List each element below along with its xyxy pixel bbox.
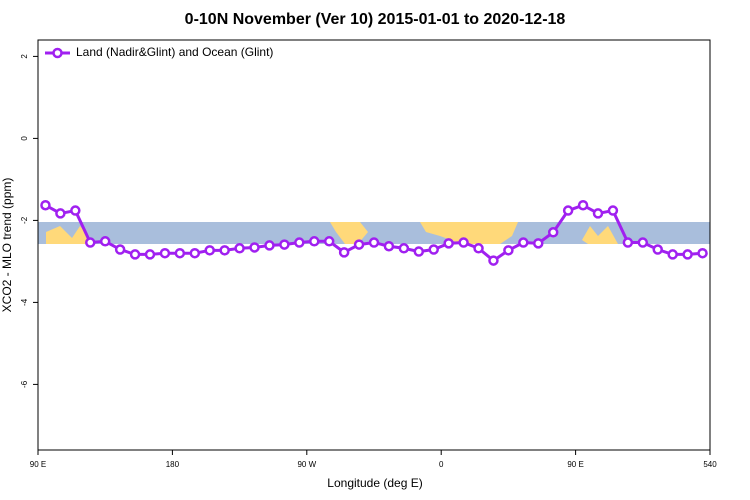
point (518, 237, 529, 248)
legend-marker (52, 47, 63, 59)
point (189, 247, 201, 259)
y-tick-label: -4 (20, 298, 29, 306)
point (99, 236, 111, 247)
x-tick-label: 90 E (567, 460, 583, 469)
point (592, 208, 604, 219)
point (55, 208, 66, 219)
point (174, 247, 186, 259)
x-tick-label: 90 E (30, 460, 46, 469)
point (294, 237, 305, 248)
point (473, 243, 484, 254)
point (309, 236, 320, 247)
point (682, 249, 693, 260)
point (85, 237, 96, 248)
x-tick-label: 90 W (297, 460, 316, 469)
point (368, 237, 380, 248)
point (129, 249, 141, 260)
point (264, 240, 275, 251)
point (323, 236, 335, 247)
point (383, 240, 395, 252)
plot-frame (37, 39, 711, 451)
point (413, 246, 425, 257)
point (114, 244, 126, 255)
x-axis-label: Longitude (deg E) (327, 476, 422, 490)
point (652, 244, 663, 255)
point (622, 237, 634, 248)
point (488, 255, 499, 266)
point (234, 243, 245, 254)
point (204, 245, 215, 256)
point (219, 245, 230, 256)
point (577, 199, 589, 211)
y-axis-label: XCO2 - MLO trend (ppm) (0, 178, 14, 313)
point (503, 245, 514, 256)
y-tick-label: -6 (20, 380, 29, 388)
point (562, 205, 574, 216)
point (279, 239, 290, 250)
point (697, 247, 708, 259)
point (667, 249, 678, 260)
point (40, 199, 51, 211)
legend-label: Land (Nadir&Glint) and Ocean (Glint) (76, 45, 273, 59)
point (533, 238, 544, 249)
point (398, 243, 410, 254)
map-background (38, 222, 710, 244)
point (144, 249, 156, 260)
chart-title: 0-10N November (Ver 10) 2015-01-01 to 20… (185, 11, 566, 28)
point (458, 237, 469, 248)
point (547, 227, 559, 238)
y-tick-label: 2 (20, 54, 29, 59)
x-tick-label: 0 (439, 460, 444, 469)
point (249, 242, 260, 253)
legend: Land (Nadir&Glint) and Ocean (Glint) (45, 45, 273, 59)
point (159, 247, 171, 259)
y-tick-label: -2 (20, 216, 29, 224)
point (607, 205, 619, 216)
point (637, 237, 649, 248)
point (443, 238, 454, 249)
x-tick-label: 180 (166, 460, 180, 469)
x-tick-label: 540 (703, 460, 717, 469)
point (70, 205, 81, 216)
point (353, 239, 365, 250)
y-tick-label: 0 (20, 136, 29, 141)
point (338, 247, 350, 258)
point (428, 244, 439, 255)
